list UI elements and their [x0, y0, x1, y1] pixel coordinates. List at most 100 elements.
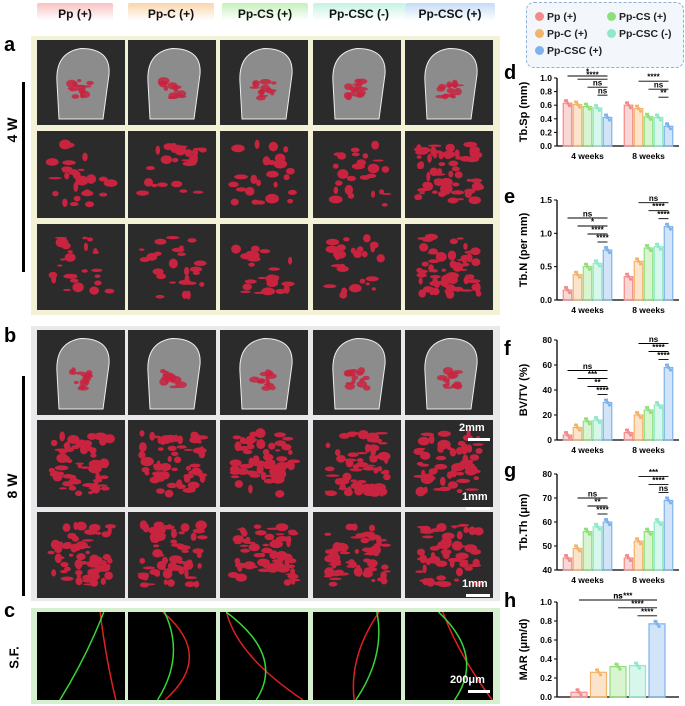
legend-label: Pp-CS (+)	[619, 11, 667, 23]
micro-ct-image	[128, 330, 216, 415]
y-tick-label: 40	[543, 385, 553, 395]
y-tick-label: 0.4	[540, 654, 552, 664]
micro-ct-image	[405, 131, 493, 218]
micro-ct-image	[405, 40, 493, 125]
micro-ct-image	[405, 512, 493, 598]
bar	[633, 260, 644, 301]
data-point	[587, 422, 592, 426]
panel-label-h: h	[504, 590, 517, 612]
data-point	[653, 619, 657, 623]
y-tick-label: 50	[543, 541, 553, 551]
x-tick-label: 4 weeks	[571, 575, 604, 585]
data-point	[658, 522, 663, 527]
data-point	[567, 290, 572, 295]
significance-label: ns	[598, 87, 608, 96]
legend-item: Pp-CS (+)	[607, 11, 667, 23]
data-point	[618, 667, 622, 671]
data-point	[573, 423, 578, 427]
data-point	[638, 109, 643, 113]
bar	[653, 521, 664, 571]
y-tick-label: 0	[547, 435, 552, 445]
data-point	[654, 113, 659, 117]
micro-ct-image	[128, 420, 216, 507]
data-point	[597, 108, 602, 113]
bar	[602, 521, 613, 571]
data-point	[607, 250, 612, 255]
legend-dot	[535, 12, 544, 21]
fluorescence-image	[405, 612, 493, 700]
data-point	[628, 106, 633, 110]
data-point	[607, 403, 612, 407]
fluorescence-image	[128, 612, 216, 700]
y-axis-label: Tb.N (per mm)	[518, 212, 530, 287]
data-point	[603, 517, 608, 522]
row-bracket-4w	[22, 82, 25, 272]
bar	[582, 530, 593, 571]
panel-label-c: c	[4, 600, 16, 622]
header-ppcs: Pp-CS (+)	[222, 3, 308, 25]
bar	[572, 103, 583, 147]
micro-ct-image	[128, 40, 216, 125]
panel-label-a: a	[4, 34, 16, 56]
x-tick-label: 8 weeks	[632, 445, 665, 455]
y-tick-label: 0.6	[540, 635, 552, 645]
data-point	[603, 113, 608, 117]
bar	[663, 366, 674, 441]
scalebar-2mm	[468, 438, 490, 441]
micro-ct-image	[128, 131, 216, 218]
micro-ct-image	[37, 131, 125, 218]
y-axis-label: Tb.Th (μm)	[518, 493, 530, 550]
bar	[643, 530, 654, 571]
bar	[602, 249, 613, 301]
micro-ct-image	[405, 224, 493, 310]
legend-item: Pp-CSC (+)	[535, 45, 602, 57]
significance-label: ns	[654, 81, 664, 90]
bar	[653, 116, 664, 147]
legend-item: Pp-C (+)	[535, 28, 588, 40]
data-point	[573, 100, 578, 104]
data-point	[638, 542, 643, 546]
data-point	[634, 410, 639, 415]
y-tick-label: 0.8	[540, 616, 552, 626]
significance-label: ****	[596, 234, 609, 243]
data-point	[658, 405, 663, 410]
data-point	[567, 104, 572, 108]
y-tick-label: 20	[543, 410, 553, 420]
data-point	[636, 539, 641, 543]
data-point	[648, 117, 653, 121]
data-point	[658, 118, 663, 122]
y-tick-label: 80	[543, 335, 553, 345]
data-point	[644, 243, 649, 248]
bar	[633, 107, 644, 147]
row-bracket-8w	[22, 376, 25, 596]
legend: Pp (+) Pp-CS (+) Pp-C (+) Pp-CSC (-) Pp-…	[526, 2, 684, 68]
y-tick-label: 60	[543, 517, 553, 527]
significance-label: ***	[588, 370, 598, 379]
significance-label: ****	[596, 386, 609, 395]
legend-label: Pp (+)	[547, 11, 577, 23]
y-tick-label: 0.8	[540, 87, 552, 97]
panel-label-g: g	[504, 460, 517, 482]
micro-ct-image	[313, 40, 401, 125]
x-tick-label: 4 weeks	[571, 151, 604, 161]
header-pp: Pp (+)	[37, 3, 113, 25]
bar	[653, 404, 664, 441]
significance-label: **	[660, 89, 667, 98]
data-point	[644, 527, 649, 531]
significance-label: ns	[593, 79, 603, 88]
significance-label: ****	[652, 343, 665, 352]
data-point	[654, 517, 659, 522]
y-tick-label: 0.5	[540, 262, 552, 272]
y-tick-label: 1.5	[540, 195, 552, 205]
legend-dot	[607, 12, 616, 21]
data-point	[577, 275, 582, 279]
data-point	[644, 112, 649, 116]
bar	[643, 247, 654, 301]
x-tick-label: 4 weeks	[571, 305, 604, 315]
x-tick-label: 8 weeks	[632, 151, 665, 161]
data-point	[583, 262, 588, 266]
significance-label: ns	[588, 490, 598, 499]
significance-label: ns	[659, 484, 669, 493]
significance-label: ****	[652, 476, 665, 485]
significance-label: *	[586, 68, 590, 77]
